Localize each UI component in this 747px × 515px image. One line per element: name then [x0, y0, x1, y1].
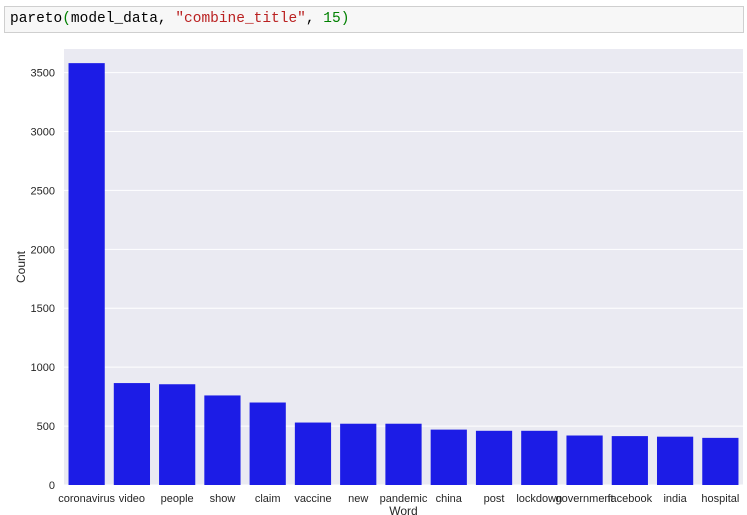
- y-tick-label: 3500: [31, 68, 55, 80]
- bar-vaccine: [294, 422, 332, 485]
- bar-show: [204, 395, 241, 485]
- bar-hospital: [702, 437, 739, 485]
- bar-government: [566, 435, 603, 485]
- code-separator: ,: [305, 11, 324, 27]
- code-open-paren: (: [62, 11, 71, 27]
- y-tick-label: 0: [49, 480, 55, 492]
- bars: [68, 63, 739, 486]
- x-tick-label: video: [119, 493, 145, 505]
- x-tick-label: government: [556, 493, 614, 505]
- y-tick-label: 1000: [31, 362, 55, 374]
- x-tick-labels: coronavirus video people show claim vaccine ne…: [58, 493, 739, 505]
- bar-post: [475, 430, 513, 485]
- code-arg-count: 15: [323, 11, 341, 27]
- code-function-name: pareto: [10, 11, 63, 27]
- code-arg-column: "combine_title": [175, 11, 306, 27]
- bar-india: [656, 436, 694, 485]
- code-cell[interactable]: pareto(model_data, "combine_title", 15): [4, 6, 744, 33]
- x-axis-label: Word: [389, 504, 417, 515]
- x-tick-label: india: [663, 493, 687, 505]
- code-close-paren: ): [340, 11, 350, 27]
- bar-pandemic: [385, 423, 422, 485]
- bar-people: [159, 384, 196, 485]
- y-tick-label: 2500: [31, 185, 55, 197]
- bar-china: [430, 429, 467, 485]
- x-tick-label: hospital: [701, 493, 739, 505]
- y-tick-labels: 0 500 1000 1500 2000 2500 3000 3500: [31, 68, 55, 492]
- x-tick-label: china: [436, 493, 463, 505]
- bar-new: [340, 423, 377, 485]
- y-tick-label: 3000: [31, 126, 55, 138]
- x-tick-label: post: [484, 493, 505, 505]
- code-arg-dataframe: model_data,: [70, 11, 176, 27]
- x-tick-label: show: [210, 493, 236, 505]
- bar-facebook: [611, 436, 648, 485]
- x-tick-label: claim: [255, 493, 281, 505]
- bar-claim: [249, 402, 286, 485]
- x-tick-label: coronavirus: [58, 493, 115, 505]
- x-tick-label: vaccine: [294, 493, 331, 505]
- x-tick-label: people: [161, 493, 194, 505]
- x-tick-label: lockdown: [516, 493, 562, 505]
- bar-coronavirus: [68, 63, 105, 486]
- bar-lockdown: [521, 430, 558, 485]
- x-tick-label: facebook: [608, 493, 653, 505]
- x-tick-label: pandemic: [380, 493, 428, 505]
- y-tick-label: 2000: [31, 244, 55, 256]
- y-axis-label: Count: [14, 250, 28, 283]
- y-tick-label: 1500: [31, 303, 55, 315]
- y-tick-label: 500: [37, 421, 55, 433]
- bar-video: [113, 383, 151, 485]
- x-tick-label: new: [348, 493, 368, 505]
